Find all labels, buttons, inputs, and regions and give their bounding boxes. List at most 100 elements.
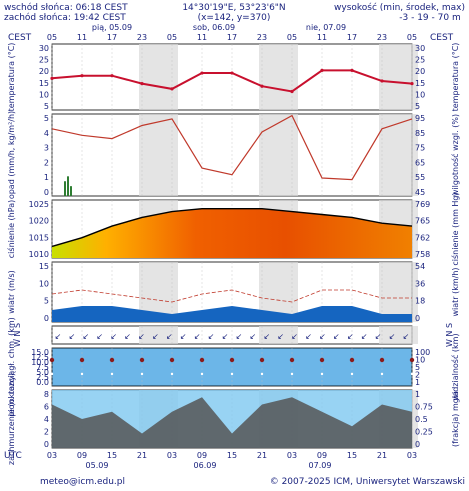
- wind-arrow-icon: ↙: [69, 332, 76, 341]
- visibility-dot: [170, 372, 174, 376]
- wind-arrow-icon: ↙: [152, 332, 159, 341]
- left-tick-label: 4: [44, 129, 49, 138]
- left-tick-label: 5: [44, 297, 49, 306]
- right-axis-title: wiatr (km/h): [451, 267, 460, 316]
- bottom-hour-label: 09: [77, 451, 87, 460]
- wind-arrow-icon: ↙: [277, 332, 284, 341]
- wind-arrow-icon: ↙: [263, 332, 270, 341]
- left-axis-title: ciśnienie (hPa): [6, 200, 16, 258]
- wind-arrow-icon: ↙: [110, 332, 117, 341]
- wind-arrow-icon: ↙: [96, 332, 103, 341]
- grid-text: (x=142, y=370): [198, 13, 271, 23]
- bottom-hour-label: 03: [287, 451, 297, 460]
- left-tick-label: 0: [44, 440, 49, 449]
- right-axis-title: temperatura (°C): [451, 43, 460, 112]
- wind-arrow-icon: ↙: [333, 332, 340, 341]
- cloud-base-dot: [349, 357, 355, 363]
- right-tick-label: 0.25: [415, 428, 433, 437]
- right-tick-label: 85: [415, 129, 425, 138]
- elevation-label: wysokość (min, środek, max): [334, 2, 465, 13]
- right-tick-label: 25: [415, 56, 425, 65]
- wind-arrow-icon: ↙: [166, 332, 173, 341]
- footer-email[interactable]: meteo@icm.edu.pl: [40, 477, 125, 487]
- elevation-values: -3 - 19 - 70 m: [399, 13, 460, 23]
- right-tick-label: 10: [415, 90, 425, 99]
- left-tick-label: 0.0: [36, 378, 49, 387]
- left-axis-title: zachmurzenie (oktany): [7, 373, 16, 465]
- left-tick-label: 5: [44, 102, 49, 111]
- wind-arrow-icon: ↙: [82, 332, 89, 341]
- right-tick-label: 95: [415, 114, 425, 123]
- right-axis-title: (frakcja) mgła: [451, 391, 460, 447]
- visibility-dot: [350, 372, 354, 376]
- top-hour-label: 05: [287, 33, 297, 42]
- left-tick-label: 10: [39, 90, 49, 99]
- temperature-point: [260, 84, 264, 88]
- top-day-label: sob, 06.09: [193, 23, 235, 32]
- visibility-dot: [260, 372, 264, 376]
- cloud-base-dot: [409, 357, 415, 363]
- right-tick-label: 30: [415, 44, 425, 53]
- night-band: [139, 114, 178, 196]
- left-tick-label: 12.5: [31, 353, 49, 362]
- wind-arrow-icon: ↙: [124, 332, 131, 341]
- right-axis-title: ciśnienie (mm Hg): [450, 192, 460, 265]
- wind-arrow-icon: ↙: [347, 332, 354, 341]
- wind-arrow-icon: ↙: [250, 332, 257, 341]
- panels: temperatura (°C) temperatura (°C)30252015…: [6, 43, 460, 466]
- top-hour-label: 05: [47, 33, 57, 42]
- sunrise-text: wschód słońca: 06:18 CEST: [4, 2, 128, 13]
- panel-wind_dir: W N S W N S ↙ ↙ ↙ ↙ ↙ ↙ ↙ ↙ ↙ ↙ ↙ ↙ ↙ ↙ ↙ ↙ ↙ ↙ ↙ ↙ ↙ ↙ ↙ ↙ ↙ ↙: [13, 323, 454, 347]
- right-tick-label: 65: [415, 158, 425, 167]
- left-tick-label: 20: [39, 67, 49, 76]
- pressure-area: [52, 208, 412, 258]
- bottom-day-label: 07.09: [309, 461, 332, 470]
- humidity-line: [51, 114, 413, 181]
- right-tick-label: 54: [415, 262, 425, 271]
- left-tick-label: 10.0: [31, 358, 49, 367]
- visibility-dot: [320, 372, 324, 376]
- right-tick-label: 45: [415, 188, 425, 197]
- temperature-point: [380, 79, 384, 83]
- right-tick-label: 769: [415, 200, 430, 209]
- left-axis-title: temperatura (°C): [7, 43, 16, 112]
- left-tick-label: 8: [44, 390, 49, 399]
- temperature-point: [200, 71, 204, 75]
- visibility-dot: [50, 372, 54, 376]
- night-band: [259, 114, 298, 196]
- panel-pressure: ciśnienie (hPa) ciśnienie (mm Hg) 1025 1020…: [6, 192, 460, 265]
- wind-arrow-icon: ↙: [222, 332, 229, 341]
- top-hour-label: 23: [137, 33, 147, 42]
- left-tick-label: 2: [44, 428, 49, 437]
- wind-arrow-icon: ↙: [389, 332, 396, 341]
- left-tick-label: 4: [44, 415, 49, 424]
- right-tick-label: 1: [415, 390, 420, 399]
- top-day-label: nie, 07.09: [306, 23, 346, 32]
- right-tick-label: 20: [415, 67, 425, 76]
- temperature-point: [290, 89, 294, 94]
- right-tick-label: 765: [415, 217, 430, 226]
- right-tick-label: 0: [415, 314, 420, 323]
- wind-arrow-icon: ↙: [236, 332, 243, 341]
- cloud-base-dot: [49, 357, 55, 363]
- zone-top-left: CEST: [8, 33, 32, 43]
- cloud-base-dot: [139, 357, 145, 363]
- cloud-base-dot: [289, 357, 295, 363]
- right-tick-label: 10: [415, 356, 425, 365]
- right-tick-label: 2: [415, 371, 420, 380]
- temperature-point: [50, 76, 54, 80]
- top-hour-label: 11: [317, 33, 327, 42]
- left-tick-label: 1020: [29, 217, 49, 226]
- zone-bottom-left: UTC: [4, 451, 22, 461]
- top-hour-label: 05: [167, 33, 177, 42]
- top-hour-label: 17: [347, 33, 357, 42]
- bottom-hour-label: 21: [377, 451, 387, 460]
- precip-bar: [70, 186, 72, 196]
- night-band: [379, 262, 418, 322]
- bottom-hour-label: 03: [47, 451, 57, 460]
- cloud-base-dot: [169, 357, 175, 363]
- right-tick-label: 0.5: [415, 415, 428, 424]
- bottom-hour-label: 15: [227, 451, 237, 460]
- top-hour-label: 17: [107, 33, 117, 42]
- left-tick-label: 6: [44, 403, 49, 412]
